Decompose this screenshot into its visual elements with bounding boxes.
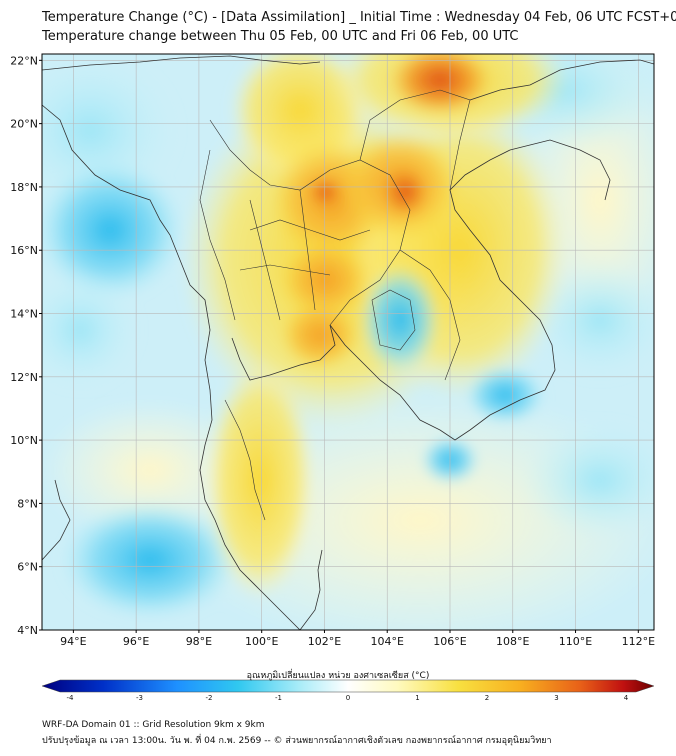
- longitude-label: 106°E: [433, 635, 466, 648]
- colorbar-title: อุณหภูมิเปลี่ยนแปลง หน่วย องศาเซลเซียส (…: [246, 671, 430, 681]
- coastlines: [42, 55, 654, 630]
- longitude-label: 108°E: [496, 635, 529, 648]
- graticule: [42, 54, 654, 630]
- latitude-label: 8°N: [17, 497, 38, 510]
- longitude-label: 96°E: [123, 635, 149, 648]
- longitude-labels: 94°E 96°E 98°E 100°E 102°E 104°E 106°E 108°E 110…: [60, 630, 655, 648]
- temperature-field: [42, 54, 654, 630]
- latitude-label: 10°N: [10, 434, 38, 447]
- latitude-label: 12°N: [10, 371, 38, 384]
- colorbar: -4 -3 -2 -1 0 1 2 3 4: [41, 679, 655, 702]
- chart-title: Temperature Change (°C) - [Data Assimila…: [42, 10, 676, 25]
- latitude-label: 14°N: [10, 308, 38, 321]
- latitude-label: 4°N: [17, 624, 38, 637]
- colorbar-ticks: -4 -3 -2 -1 0 1 2 3 4: [67, 694, 629, 702]
- latitude-label: 22°N: [10, 54, 38, 67]
- colorbar-tick-label: 3: [554, 694, 558, 702]
- latitude-label: 18°N: [10, 181, 38, 194]
- longitude-label: 102°E: [308, 635, 341, 648]
- colorbar-tick-label: -2: [206, 694, 213, 702]
- footer-credit: ปรับปรุงข้อมูล ณ เวลา 13:00น. วัน พ. ที่…: [42, 736, 552, 746]
- latitude-label: 6°N: [17, 561, 38, 574]
- colorbar-bar: [41, 679, 655, 693]
- longitude-label: 112°E: [622, 635, 655, 648]
- map-frame: [41, 53, 655, 631]
- colorbar-tick-label: 1: [415, 694, 419, 702]
- colorbar-tick-label: 4: [624, 694, 629, 702]
- longitude-label: 110°E: [559, 635, 592, 648]
- longitude-label: 98°E: [186, 635, 212, 648]
- longitude-label: 94°E: [60, 635, 86, 648]
- longitude-label: 100°E: [245, 635, 278, 648]
- latitude-label: 16°N: [10, 244, 38, 257]
- colorbar-tick-label: -4: [67, 694, 75, 702]
- latitude-labels: 4°N 6°N 8°N 10°N 12°N 14°N 16°N 18°N 20°N 22°N: [10, 54, 42, 637]
- longitude-label: 104°E: [371, 635, 404, 648]
- footer-model-info: WRF-DA Domain 01 :: Grid Resolution 9km …: [42, 720, 265, 730]
- latitude-label: 20°N: [10, 118, 38, 131]
- admin-borders: [199, 89, 471, 521]
- colorbar-tick-label: 0: [346, 694, 350, 702]
- chart-subtitle: Temperature change between Thu 05 Feb, 0…: [42, 29, 519, 44]
- colorbar-tick-label: -3: [136, 694, 143, 702]
- colorbar-tick-label: -1: [275, 694, 282, 702]
- colorbar-tick-label: 2: [485, 694, 489, 702]
